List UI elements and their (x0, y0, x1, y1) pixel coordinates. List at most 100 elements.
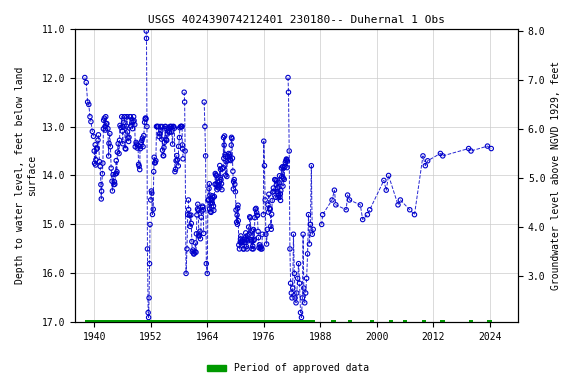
Bar (469, 320, 473, 324)
Point (228, 168, 237, 174)
Point (225, 157, 234, 163)
Point (91, 157, 100, 163)
Point (187, 220, 196, 227)
Point (244, 238, 253, 244)
Point (282, 156, 291, 162)
Point (135, 144, 145, 150)
Point (164, 125, 173, 131)
Point (293, 275, 302, 281)
Point (169, 123, 179, 129)
Point (86, 119, 96, 125)
Point (225, 154, 234, 160)
Point (358, 217, 367, 223)
Point (307, 162, 316, 169)
Point (282, 165, 291, 171)
Point (104, 153, 113, 159)
Point (141, 116, 150, 122)
Point (221, 172, 230, 178)
Point (270, 188, 279, 194)
Point (224, 151, 233, 157)
Point (198, 203, 207, 209)
Point (94, 132, 103, 138)
Point (158, 152, 168, 159)
Point (108, 172, 118, 178)
Point (107, 165, 116, 171)
Point (141, 115, 150, 121)
Point (123, 135, 132, 141)
Point (177, 123, 186, 129)
Point (149, 169, 158, 175)
Point (262, 231, 271, 237)
Point (142, 28, 151, 34)
Point (229, 179, 238, 185)
Point (292, 290, 301, 296)
Point (194, 233, 203, 239)
Point (248, 243, 257, 249)
Point (119, 124, 128, 130)
Point (219, 134, 228, 141)
Point (212, 172, 221, 179)
Point (234, 218, 243, 224)
Point (238, 246, 248, 252)
Point (148, 212, 157, 218)
Bar (422, 320, 426, 324)
Point (136, 146, 145, 152)
Point (90, 142, 100, 148)
Point (192, 231, 201, 237)
Point (139, 132, 149, 139)
Bar (441, 320, 445, 324)
Point (113, 149, 122, 155)
Point (180, 89, 189, 95)
Point (122, 123, 131, 129)
Point (90, 148, 99, 154)
Point (345, 197, 354, 203)
Point (410, 212, 419, 218)
Point (255, 245, 264, 251)
Point (327, 197, 336, 203)
Point (200, 123, 210, 129)
Point (162, 136, 171, 142)
Bar (487, 320, 492, 324)
Point (233, 205, 242, 211)
Point (219, 155, 229, 161)
Point (128, 126, 137, 132)
Point (176, 123, 185, 129)
Point (167, 129, 176, 135)
Point (396, 197, 405, 203)
Point (111, 171, 120, 177)
Point (213, 187, 222, 193)
Point (91, 162, 100, 168)
Point (100, 115, 109, 121)
Point (97, 196, 106, 202)
Point (113, 141, 123, 147)
Point (290, 295, 300, 301)
Point (276, 187, 286, 194)
Point (285, 246, 294, 252)
Point (98, 160, 108, 166)
Point (137, 137, 146, 144)
Point (250, 236, 259, 242)
Point (304, 212, 313, 218)
Point (180, 99, 190, 105)
Point (295, 280, 304, 286)
Point (151, 158, 161, 164)
Point (103, 121, 112, 127)
Point (168, 141, 177, 147)
Point (300, 300, 309, 306)
Point (187, 238, 196, 245)
Point (309, 226, 318, 232)
Point (153, 123, 162, 129)
Point (123, 129, 132, 135)
Point (278, 183, 287, 189)
Point (248, 246, 257, 252)
Point (290, 270, 299, 276)
Point (134, 142, 143, 149)
Point (241, 230, 251, 236)
Point (249, 237, 259, 243)
Point (253, 228, 263, 235)
Point (201, 153, 210, 159)
Point (253, 212, 262, 218)
Point (176, 123, 185, 129)
Point (276, 191, 285, 197)
Point (283, 74, 293, 81)
